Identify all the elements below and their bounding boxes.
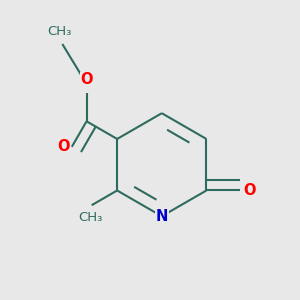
Text: O: O <box>57 139 70 154</box>
Text: CH₃: CH₃ <box>47 25 72 38</box>
Text: N: N <box>156 209 168 224</box>
Text: O: O <box>80 72 93 87</box>
Text: CH₃: CH₃ <box>78 211 102 224</box>
Text: O: O <box>243 183 256 198</box>
